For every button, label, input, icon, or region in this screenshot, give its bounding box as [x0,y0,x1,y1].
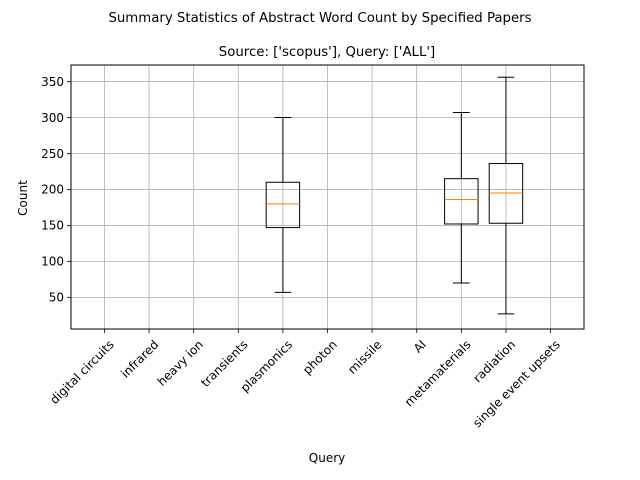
chart-title: Source: ['scopus'], Query: ['ALL'] [219,45,435,60]
y-tick-label: 250 [41,147,64,161]
x-tick-label: digital circuits [47,337,116,406]
y-tick-label: 50 [49,291,64,305]
x-tick-label: AI [411,337,429,355]
y-tick-label: 150 [41,219,64,233]
x-tick-label: missile [345,337,384,376]
y-tick-label: 100 [41,255,64,269]
chart-suptitle: Summary Statistics of Abstract Word Coun… [108,11,531,26]
grid-lines [71,65,584,329]
box-radiation [488,76,524,315]
box-series [265,76,524,315]
x-axis-label: Query [309,451,345,465]
x-tick-label: single event upsets [470,337,563,430]
y-axis-label: Count [16,180,30,216]
iqr-box [265,181,301,229]
x-tick-label: infrared [118,337,161,380]
axis-ticks: 50 100 150 200 250 300 350 digital circuits infr… [41,75,563,430]
iqr-box [444,178,479,225]
y-tick-label: 200 [41,183,64,197]
box-plasmonics [265,117,301,293]
y-tick-label: 350 [41,75,64,89]
x-tick-label: photon [300,337,340,377]
y-tick-label: 300 [41,111,64,125]
box-metamaterials [444,111,479,284]
